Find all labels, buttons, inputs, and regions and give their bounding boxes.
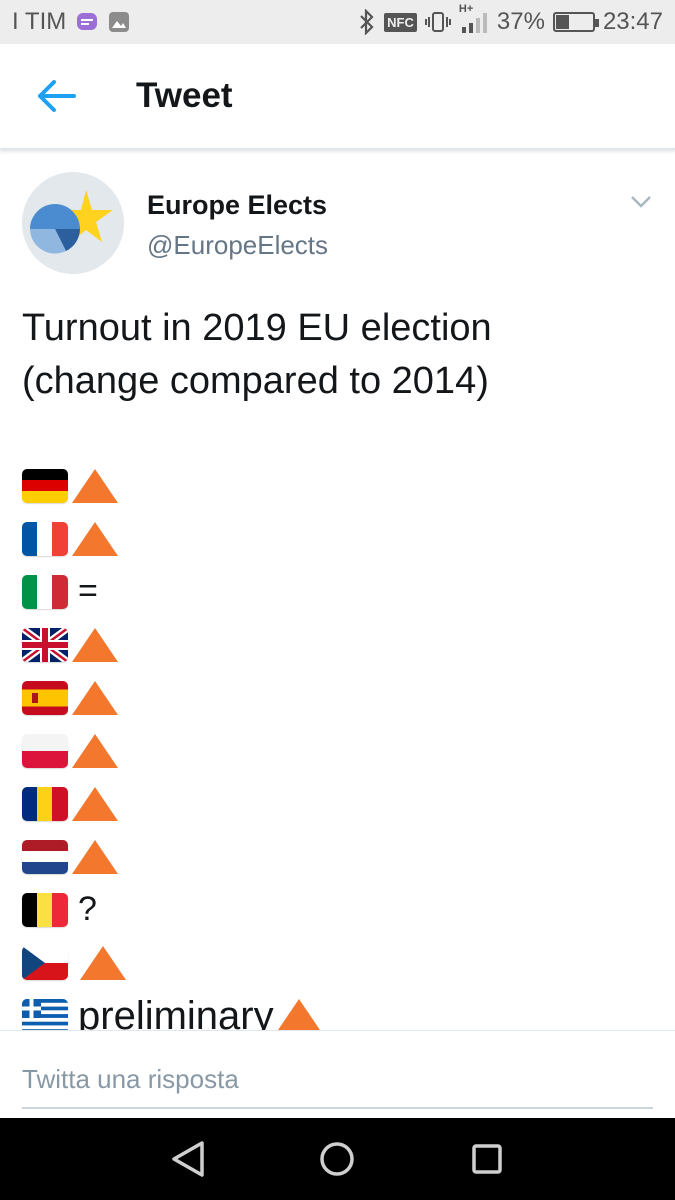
belgium-flag-icon [22, 892, 68, 927]
status-bar: I TIM NFC H+ 37% 23:47 [0, 0, 675, 44]
tweet-options-button[interactable] [626, 190, 656, 214]
status-left: I TIM [12, 8, 130, 36]
tweet-text-line: Turnout in 2019 EU election [22, 307, 492, 349]
up-triangle-icon [72, 627, 118, 662]
status-right: NFC H+ 37% 23:47 [358, 3, 663, 36]
list-item [22, 459, 652, 512]
chevron-down-icon [631, 196, 651, 208]
tweet-text-line: (change compared to 2014) [22, 360, 489, 402]
romania-flag-icon [22, 786, 68, 821]
nav-back-button[interactable] [168, 1139, 208, 1179]
france-flag-icon [22, 521, 68, 556]
square-recents-icon [472, 1144, 502, 1174]
turnout-list: = ? [22, 459, 652, 1030]
bluetooth-icon [358, 9, 376, 35]
page-title: Tweet [136, 76, 233, 115]
battery-icon [552, 12, 599, 32]
triangle-back-icon [172, 1141, 204, 1177]
germany-flag-icon [22, 468, 68, 503]
list-item [22, 671, 652, 724]
nfc-icon: NFC [384, 12, 417, 32]
netherlands-flag-icon [22, 839, 68, 874]
up-triangle-icon [72, 839, 118, 874]
equal-sign: = [78, 572, 98, 610]
spain-flag-icon [22, 680, 68, 715]
list-item [22, 936, 652, 989]
up-triangle-icon [72, 521, 118, 556]
reply-input[interactable] [22, 1057, 653, 1109]
avatar[interactable] [22, 172, 124, 274]
app-header: Tweet [0, 44, 675, 150]
list-item [22, 830, 652, 883]
italy-flag-icon [22, 574, 68, 609]
list-item: preliminary [22, 989, 652, 1030]
tweet-text: Turnout in 2019 EU election (change comp… [22, 302, 652, 408]
up-triangle-icon [80, 945, 126, 980]
up-triangle-icon [72, 733, 118, 768]
back-button[interactable] [26, 66, 86, 126]
poland-flag-icon [22, 733, 68, 768]
list-item: ? [22, 883, 652, 936]
europe-elects-logo [22, 172, 124, 274]
greece-flag-icon [22, 998, 68, 1030]
up-triangle-icon [72, 680, 118, 715]
author-handle[interactable]: @EuropeElects [147, 230, 329, 260]
battery-percent: 37% [496, 8, 545, 35]
question-mark: ? [78, 890, 97, 928]
up-triangle-icon [277, 998, 320, 1030]
list-item [22, 512, 652, 565]
network-type-label: H+ [458, 3, 474, 15]
carrier-label: I TIM [12, 8, 67, 35]
clock: 23:47 [602, 8, 663, 35]
list-item [22, 777, 652, 830]
circle-home-icon [320, 1142, 354, 1176]
list-item [22, 724, 652, 777]
czech-flag-icon [22, 945, 68, 980]
vibrate-icon [424, 10, 451, 34]
signal-icon: H+ [459, 3, 489, 35]
up-triangle-icon [72, 786, 118, 821]
tweet: Europe Elects @EuropeElects Turnout in 2… [0, 152, 675, 1030]
nav-home-button[interactable] [317, 1139, 357, 1179]
messenger-icon [76, 11, 98, 33]
gallery-icon [108, 11, 130, 33]
uk-flag-icon [22, 627, 68, 662]
author-name[interactable]: Europe Elects [147, 190, 328, 220]
battery-fill [555, 15, 569, 29]
system-nav-bar [0, 1118, 675, 1200]
up-triangle-icon [72, 468, 118, 503]
preliminary-label: preliminary [78, 993, 274, 1031]
arrow-left-icon [38, 80, 76, 112]
list-item: = [22, 565, 652, 618]
nav-recents-button[interactable] [467, 1139, 507, 1179]
reply-bar [0, 1030, 675, 1118]
list-item [22, 618, 652, 671]
